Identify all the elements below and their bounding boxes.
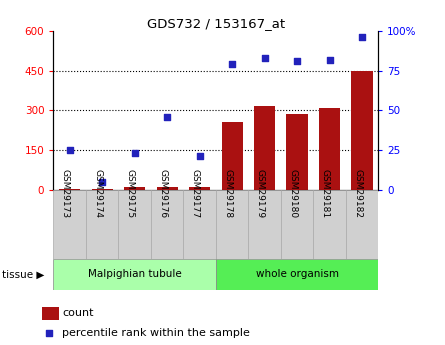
Text: GSM29181: GSM29181 [320, 169, 330, 218]
Bar [254, 106, 275, 190]
Bar [287, 115, 307, 190]
Bar [222, 122, 243, 190]
Text: GSM29175: GSM29175 [125, 169, 135, 218]
Text: whole organism: whole organism [255, 269, 339, 279]
Point [131, 150, 138, 156]
Bar [157, 187, 178, 190]
Text: GSM29180: GSM29180 [288, 169, 297, 218]
Point [261, 55, 268, 61]
Bar [216, 259, 378, 290]
Bar [92, 189, 113, 190]
Point [294, 58, 301, 64]
Bar [319, 108, 340, 190]
Point [45, 330, 53, 335]
Text: GSM29182: GSM29182 [353, 169, 362, 218]
Text: GSM29178: GSM29178 [223, 169, 232, 218]
Text: Malpighian tubule: Malpighian tubule [88, 269, 182, 279]
Point [229, 62, 236, 67]
Text: GSM29174: GSM29174 [93, 169, 102, 218]
Text: GSM29176: GSM29176 [158, 169, 167, 218]
Text: GSM29177: GSM29177 [190, 169, 200, 218]
Bar [86, 190, 118, 259]
Text: percentile rank within the sample: percentile rank within the sample [62, 328, 250, 338]
Bar [53, 259, 216, 290]
Bar [352, 71, 372, 190]
Point [326, 57, 333, 62]
Point [66, 147, 73, 153]
Text: GSM29179: GSM29179 [255, 169, 264, 218]
Text: tissue ▶: tissue ▶ [2, 269, 44, 279]
Bar [216, 190, 248, 259]
Bar [183, 190, 216, 259]
Title: GDS732 / 153167_at: GDS732 / 153167_at [147, 17, 285, 30]
Bar [124, 187, 145, 190]
Point [359, 34, 366, 40]
Point [99, 179, 106, 185]
Bar [53, 190, 86, 259]
Bar [118, 190, 151, 259]
Point [196, 154, 203, 159]
Bar [346, 190, 378, 259]
Bar [189, 187, 210, 190]
Point [164, 114, 171, 119]
Bar [281, 190, 313, 259]
Bar [59, 189, 80, 190]
Bar [313, 190, 346, 259]
Bar [151, 190, 183, 259]
Bar [248, 190, 281, 259]
Text: count: count [62, 308, 94, 318]
Text: GSM29173: GSM29173 [61, 169, 69, 218]
